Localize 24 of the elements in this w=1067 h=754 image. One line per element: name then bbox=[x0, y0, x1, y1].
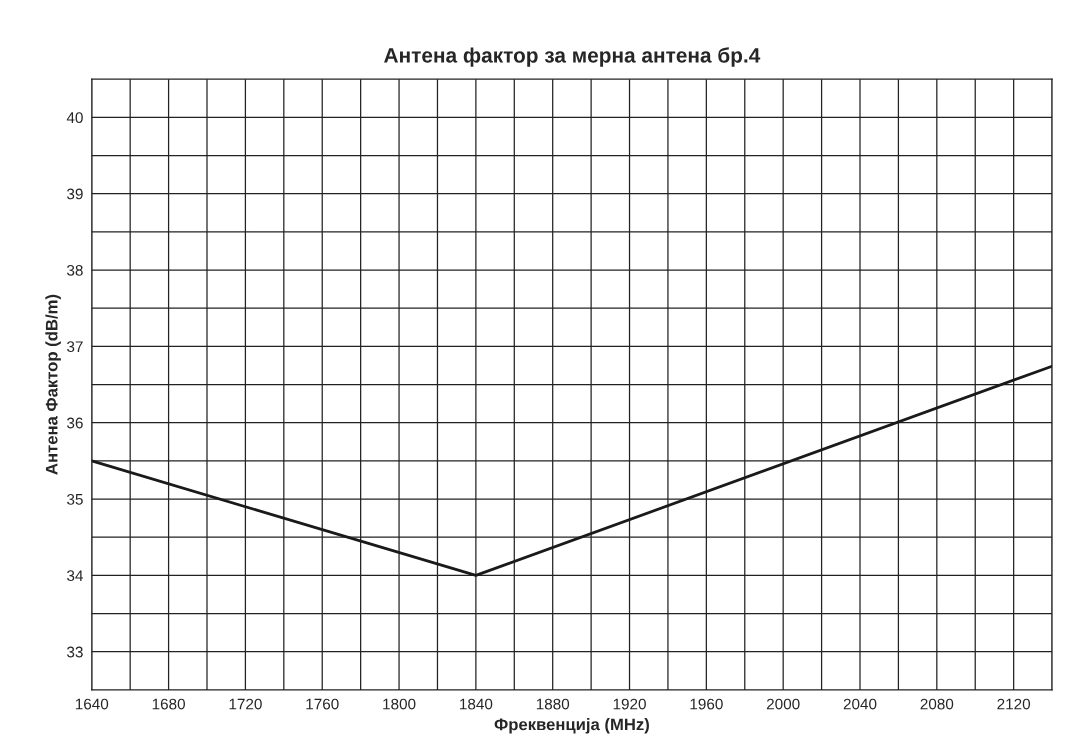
y-tick-label: 38 bbox=[67, 264, 83, 276]
y-tick-label: 37 bbox=[67, 341, 83, 353]
x-tick-label: 1840 bbox=[460, 698, 493, 710]
x-tick-label: 1960 bbox=[690, 698, 723, 710]
y-tick-label: 35 bbox=[67, 493, 83, 505]
x-tick-label: 1760 bbox=[306, 698, 339, 710]
y-tick-label: 33 bbox=[67, 646, 83, 658]
x-tick-label: 1640 bbox=[75, 698, 109, 710]
x-tick-label: 1680 bbox=[152, 698, 185, 710]
x-tick-label: 2040 bbox=[843, 698, 877, 710]
x-tick-label: 2000 bbox=[766, 698, 800, 710]
x-tick-label: 2120 bbox=[997, 698, 1031, 710]
y-tick-label: 36 bbox=[67, 417, 83, 429]
y-tick-label: 39 bbox=[67, 188, 83, 200]
y-axis-title: Антена Фактор (dB/m) bbox=[45, 294, 61, 475]
chart-title: Антена фактор за мерна антена бр.4 bbox=[384, 47, 761, 67]
x-tick-label: 1800 bbox=[383, 698, 416, 710]
y-tick-label: 40 bbox=[66, 112, 83, 124]
x-tick-label: 1720 bbox=[229, 698, 262, 710]
x-tick-label: 1920 bbox=[613, 698, 646, 710]
y-tick-label: 34 bbox=[67, 570, 83, 582]
x-tick-label: 2080 bbox=[920, 698, 954, 710]
x-tick-label: 1880 bbox=[536, 698, 570, 710]
x-axis-title: Фреквенција (MHz) bbox=[494, 718, 649, 734]
